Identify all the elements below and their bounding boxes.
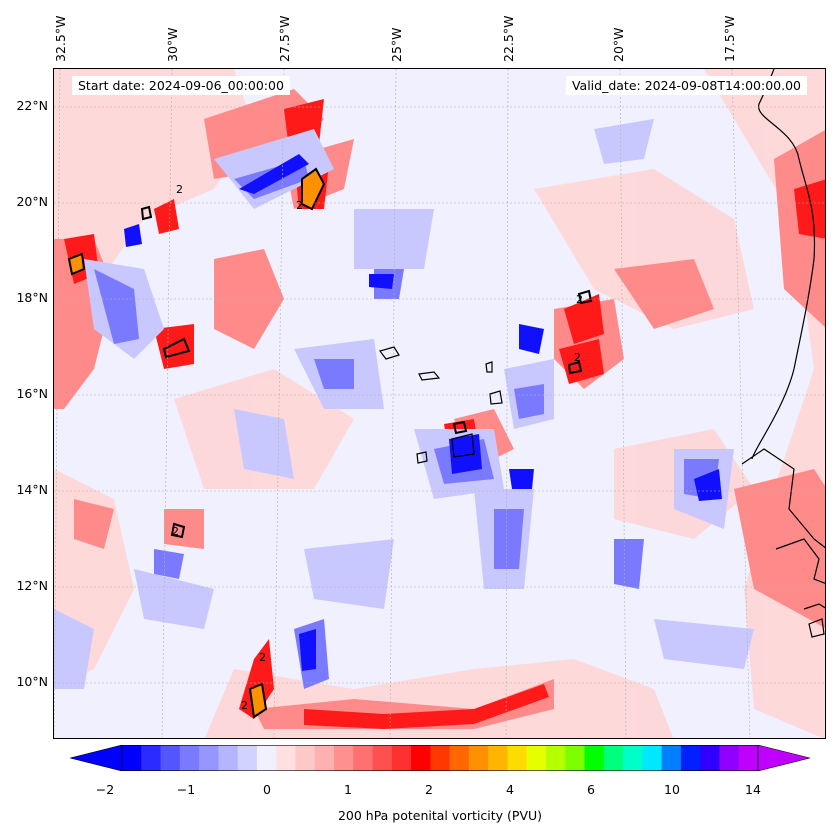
colorbar-segment <box>372 745 393 771</box>
contour-label: 2 <box>241 699 248 712</box>
colorbar-segment <box>237 745 258 771</box>
colorbar-segment <box>449 745 470 771</box>
colorbar-label: 200 hPa potenital vorticity (PVU) <box>337 808 543 823</box>
contour-labels: 2 2 2 2 2 2 2 <box>172 183 583 712</box>
lon-label: 17.5°W <box>722 15 737 62</box>
contour-label: 2 <box>259 651 266 664</box>
colorbar-segment <box>661 745 682 771</box>
lat-label: 20°N <box>16 194 48 209</box>
start-date-label: Start date: 2024-09-06_00:00:00 <box>72 76 290 95</box>
colorbar-segment <box>122 745 142 771</box>
graticule <box>54 69 825 738</box>
colorbar-segment <box>642 745 663 771</box>
colorbar-frame <box>121 745 759 771</box>
colorbar-segment <box>391 745 412 771</box>
colorbar-segment <box>738 745 759 771</box>
contour-label: 2 <box>574 351 581 364</box>
lon-label: 22.5°W <box>501 15 516 62</box>
colorbar-tick: −1 <box>176 782 196 797</box>
colorbar-segment <box>218 745 239 771</box>
colorbar-segment <box>430 745 451 771</box>
colorbar-tick: 2 <box>425 782 433 797</box>
valid-date-label: Valid_date: 2024-09-08T14:00:00.00 <box>565 76 807 95</box>
pv-2-contours <box>140 205 593 539</box>
coastline <box>378 69 825 638</box>
colorbar-segment <box>353 745 374 771</box>
colorbar-segment <box>700 745 720 771</box>
pv-field-map: 2 2 2 2 2 2 2 <box>54 69 825 738</box>
lon-label: 32.5°W <box>53 15 68 62</box>
lat-label: 18°N <box>16 290 48 305</box>
colorbar-segment <box>565 745 586 771</box>
colorbar-extend-min <box>70 745 123 771</box>
colorbar-segment <box>256 745 277 771</box>
colorbar-segment <box>411 745 431 771</box>
colorbar-segment <box>276 745 296 771</box>
colorbar-segment <box>468 745 489 771</box>
lat-label: 22°N <box>16 98 48 113</box>
lon-label: 20°W <box>611 27 626 62</box>
contour-label: 2 <box>176 183 183 196</box>
colorbar-segment <box>295 745 316 771</box>
colorbar-segment <box>488 745 508 771</box>
lon-label: 30°W <box>165 27 180 62</box>
lon-label: 25°W <box>389 27 404 62</box>
lat-label: 16°N <box>16 386 48 401</box>
colorbar-tick: 0 <box>263 782 271 797</box>
colorbar-segment <box>680 745 701 771</box>
colorbar-tick: 6 <box>587 782 595 797</box>
contour-label: 2 <box>172 525 179 538</box>
colorbar-segment <box>546 745 566 771</box>
contour-label: 2 <box>296 199 303 212</box>
colorbar-segment <box>199 745 219 771</box>
contour-label: 2 <box>576 293 583 306</box>
colorbar-segment <box>507 745 528 771</box>
colorbar-segment <box>719 745 740 771</box>
colorbar-segment <box>334 745 354 771</box>
colorbar-tick: 4 <box>506 782 514 797</box>
lat-label: 12°N <box>16 578 48 593</box>
colorbar-tick: 10 <box>664 782 680 797</box>
colorbar-segment <box>603 745 624 771</box>
colorbar-tick: 14 <box>745 782 761 797</box>
colorbar-segment <box>623 745 643 771</box>
map-panel: 2 2 2 2 2 2 2 <box>53 68 826 739</box>
lat-label: 14°N <box>16 482 48 497</box>
colorbar <box>70 745 810 771</box>
colorbar-segment <box>314 745 335 771</box>
negative-pv-strong-areas <box>124 154 722 671</box>
colorbar-tick: −2 <box>95 782 115 797</box>
lat-label: 10°N <box>16 674 48 689</box>
lon-label: 27.5°W <box>277 15 292 62</box>
colorbar-segment <box>526 745 547 771</box>
colorbar-segment <box>141 745 162 771</box>
pv-above-two-areas <box>67 167 326 719</box>
colorbar-segment <box>160 745 181 771</box>
colorbar-extend-max <box>757 745 810 771</box>
colorbar-tick: 1 <box>344 782 352 797</box>
colorbar-segment <box>179 745 200 771</box>
colorbar-segment <box>584 745 605 771</box>
